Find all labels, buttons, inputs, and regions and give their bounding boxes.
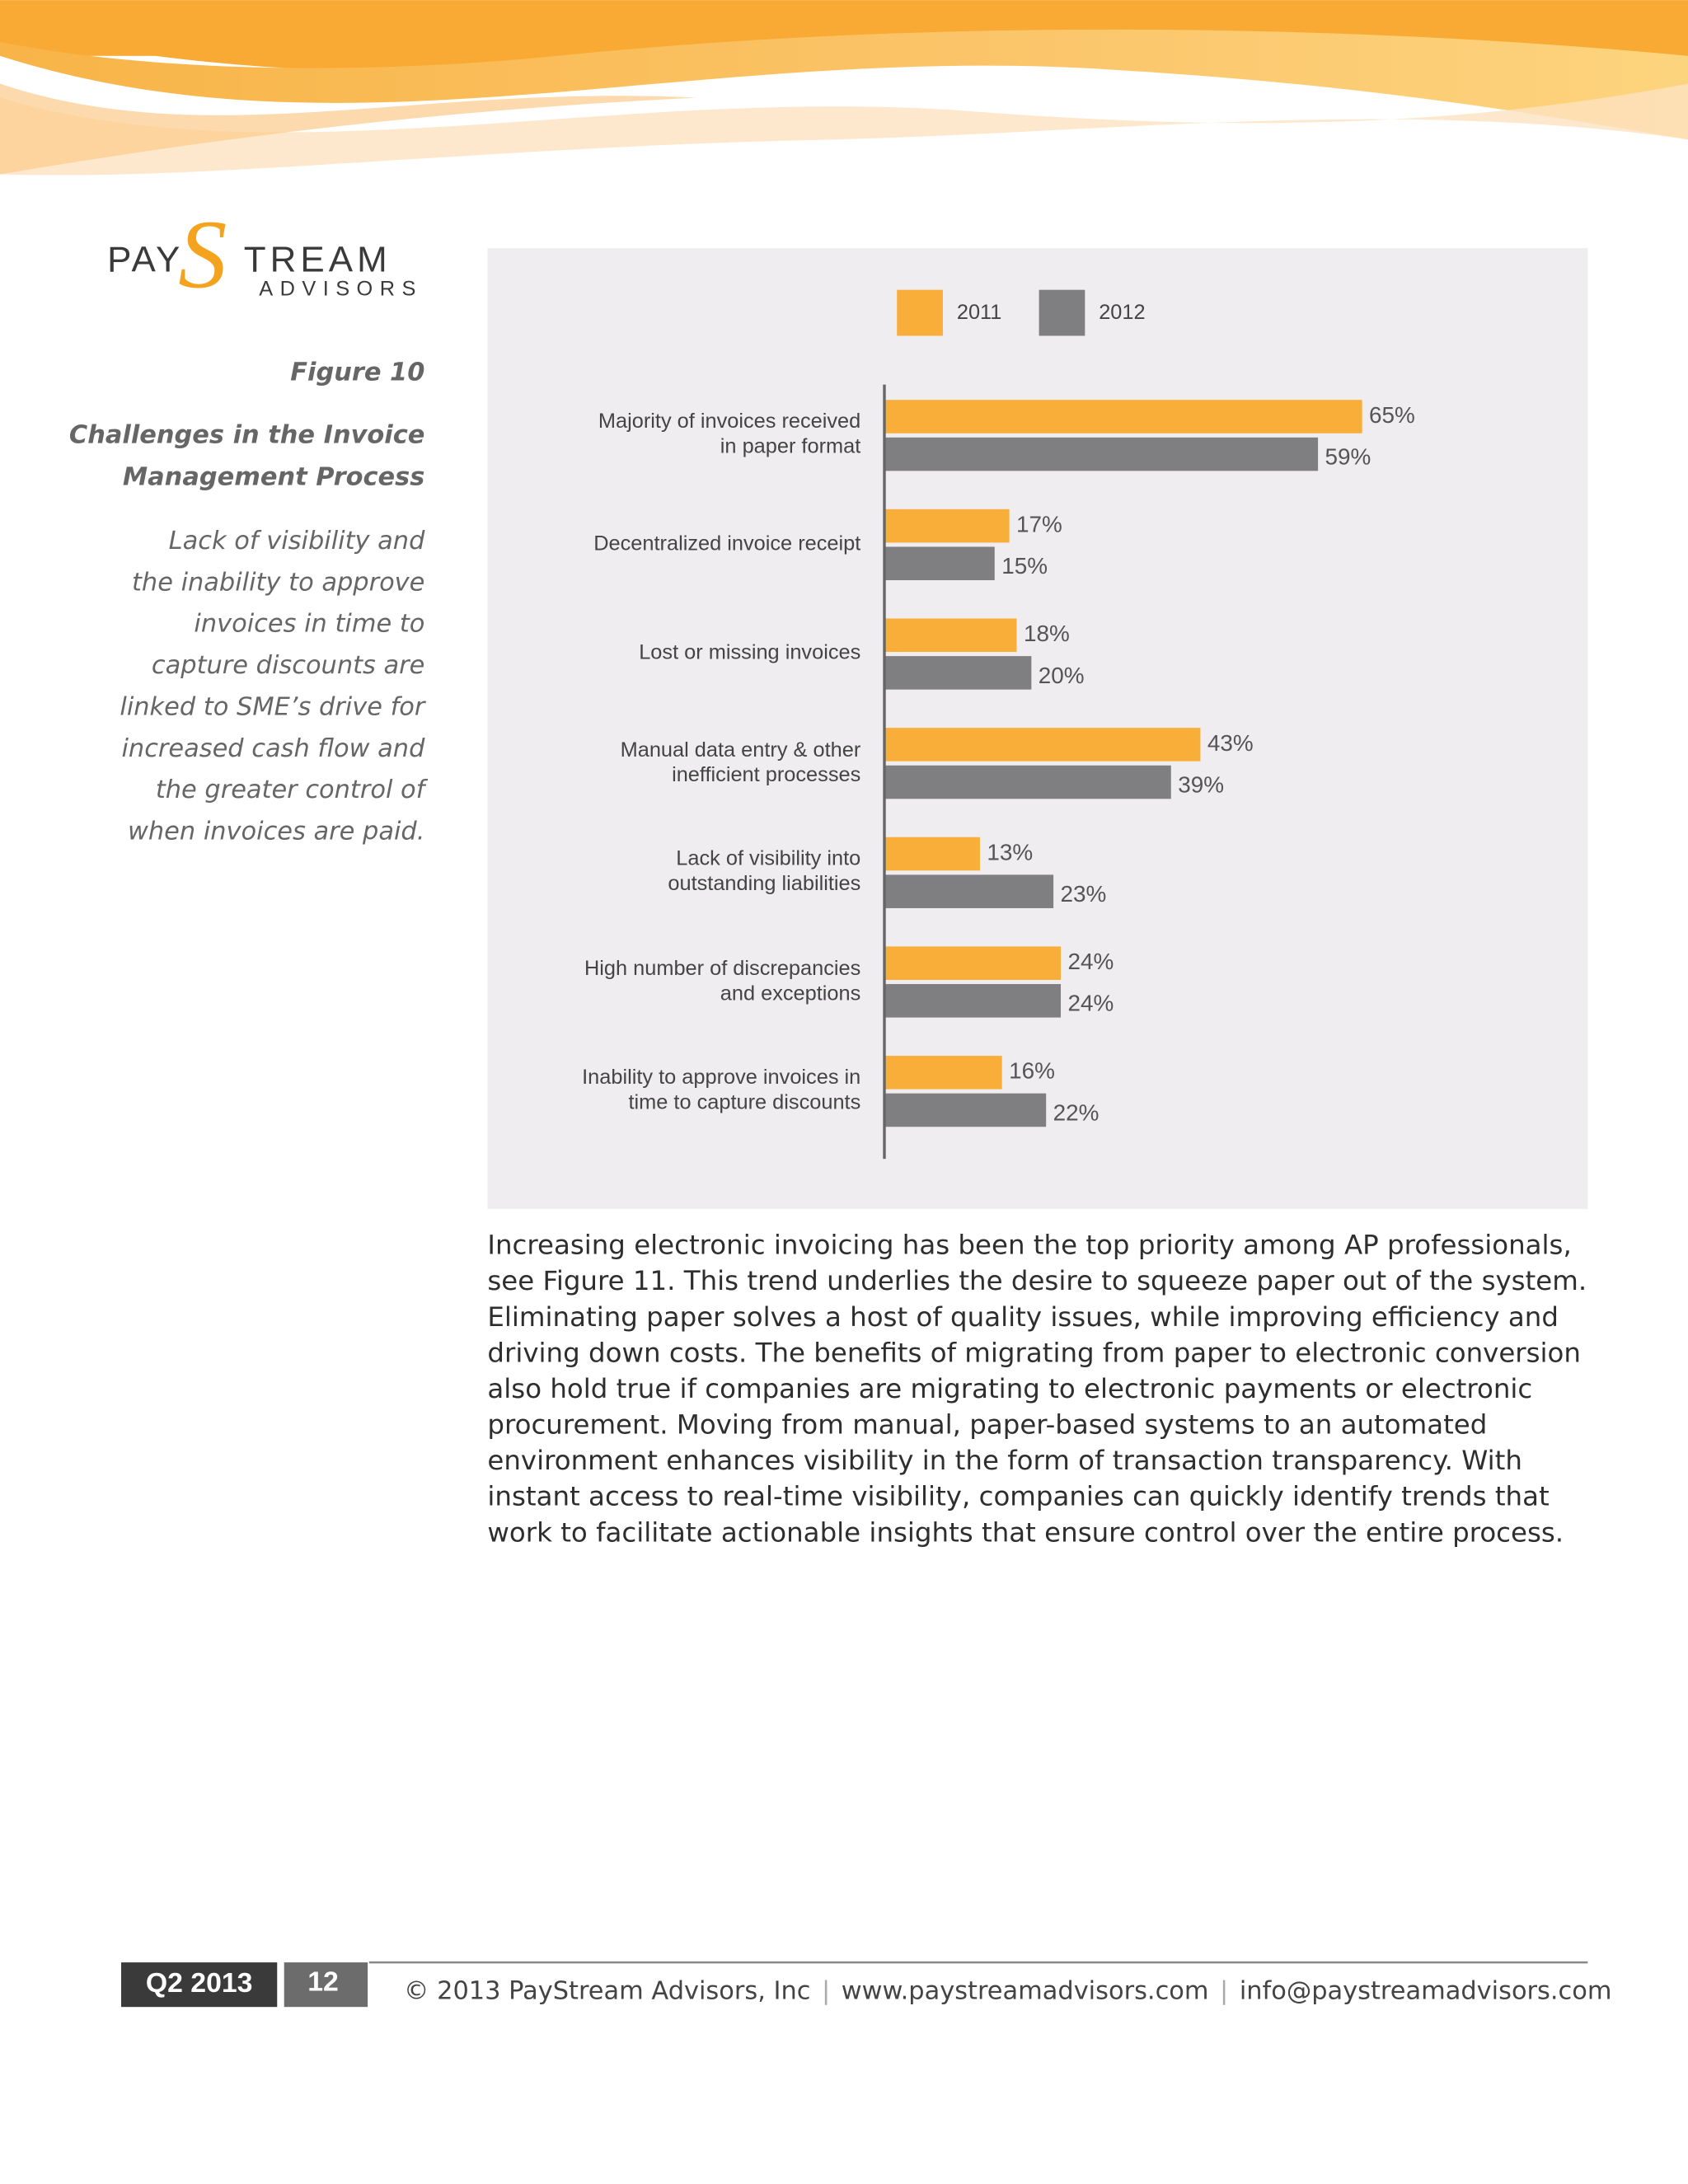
logo-text: TREAM [244, 240, 392, 280]
value-label: 18% [1024, 621, 1070, 646]
value-label: 17% [1016, 511, 1062, 537]
category-label-box: Majority of invoices received in paper f… [598, 410, 861, 459]
body-line: environment enhances visibility in the f… [487, 1445, 1522, 1476]
logo-text: PAY [107, 240, 183, 280]
value-label: 65% [1369, 402, 1415, 428]
body-line: also hold true if companies are migratin… [487, 1373, 1532, 1404]
footer-text: © 2013 PayStream Advisors, Inc | www.payst… [404, 1976, 1611, 2005]
category-label: Majority of invoices received in paper f… [598, 410, 861, 459]
body-line: see Figure 11. This trend underlies the … [487, 1265, 1587, 1296]
separator: | [822, 1976, 830, 2005]
logo-subtext: ADVISORS [259, 277, 423, 300]
category-label-box: Inability to approve invoices in time to… [582, 1065, 861, 1115]
bar [884, 437, 1319, 471]
figure-label: Figure 10 [290, 359, 424, 387]
category-label: Lack of visibility into outstanding liab… [668, 846, 861, 896]
value-label: 13% [987, 839, 1033, 865]
bar [884, 765, 1171, 799]
copyright: © 2013 PayStream Advisors, Inc [404, 1976, 810, 2005]
value-label: 43% [1207, 730, 1254, 756]
page-number: 12 [307, 1966, 339, 1997]
body-text: Increasing electronic invoicing has been… [487, 1230, 1587, 1549]
category-label: Manual data entry & other inefficient pr… [620, 737, 861, 787]
value-label: 22% [1053, 1099, 1100, 1125]
body-line: procurement. Moving from manual, paper-b… [487, 1409, 1487, 1441]
legend-label: 2012 [1099, 301, 1145, 324]
category-label: Inability to approve invoices in time to… [582, 1065, 861, 1115]
figure-description: linked to SME’s drive for [120, 692, 426, 721]
category-label: Lost or missing invoices [639, 640, 861, 665]
value-label: 16% [1009, 1058, 1055, 1084]
figure-description: capture discounts are [152, 651, 424, 680]
bar [884, 837, 980, 871]
bar [884, 546, 995, 581]
logo-s: S [178, 200, 227, 308]
bar [884, 400, 1362, 434]
bar [884, 874, 1054, 908]
value-label: 15% [1001, 553, 1048, 579]
category-label-box: Lack of visibility into outstanding liab… [668, 846, 861, 896]
value-label: 23% [1061, 881, 1107, 907]
figure-description: the inability to approve [132, 568, 424, 597]
figure-title: Management Process [123, 462, 424, 491]
value-label: 39% [1178, 771, 1224, 797]
figure-title: Challenges in the Invoice [69, 421, 424, 450]
figure-description: when invoices are paid. [128, 818, 424, 846]
quarter: Q2 2013 [146, 1967, 253, 1999]
email: info@paystreamadvisors.com [1240, 1976, 1612, 2005]
bar [884, 946, 1062, 980]
body-line: driving down costs. The benefits of migr… [487, 1337, 1581, 1368]
logo: PAY S TREAM ADVISORS [107, 200, 423, 308]
legend-label: 2011 [957, 301, 1001, 324]
bar [884, 656, 1032, 690]
bar [884, 728, 1201, 762]
chart: 2011 2012 Majority of invoices received in… [582, 289, 1415, 1160]
category-label-box: Manual data entry & other inefficient pr… [620, 737, 861, 787]
bar [884, 509, 1010, 543]
header-wave [0, 0, 1688, 176]
body-line: Increasing electronic invoicing has been… [487, 1230, 1571, 1261]
footer: Q2 2013 12 © 2013 PayStream Advisors, In… [121, 1961, 1612, 2008]
value-label: 24% [1067, 949, 1114, 974]
separator: | [1220, 1976, 1228, 2005]
figure-description: Lack of visibility and [169, 527, 425, 555]
figure-description: invoices in time to [194, 610, 424, 639]
bar [884, 1093, 1047, 1127]
bar [884, 984, 1062, 1018]
page-box [284, 1962, 368, 2008]
sidebar: Challenges in the Invoice Management Proc… [69, 421, 429, 846]
figure-description: the greater control of [156, 776, 429, 804]
body-line: work to facilitate actionable insights t… [487, 1516, 1564, 1548]
figure-description: increased cash flow and [121, 734, 425, 763]
category-label-box: Lost or missing invoices [639, 640, 861, 665]
quarter-box [121, 1962, 278, 2008]
value-label: 59% [1325, 444, 1372, 470]
body-line: Eliminating paper solves a host of quali… [487, 1301, 1559, 1333]
category-label-box: Decentralized invoice receipt [593, 531, 861, 555]
bar [884, 1056, 1002, 1090]
legend-swatch [1039, 289, 1085, 336]
bar [884, 618, 1017, 653]
value-label: 24% [1067, 991, 1114, 1016]
legend-swatch [897, 289, 943, 336]
category-label: High number of discrepancies and excepti… [584, 956, 861, 1005]
category-label-box: High number of discrepancies and excepti… [584, 956, 861, 1005]
value-label: 20% [1039, 663, 1085, 688]
body-line: instant access to real-time visibility, … [487, 1481, 1549, 1512]
website: www.paystreamadvisors.com [842, 1976, 1209, 2005]
category-label: Decentralized invoice receipt [593, 531, 861, 555]
